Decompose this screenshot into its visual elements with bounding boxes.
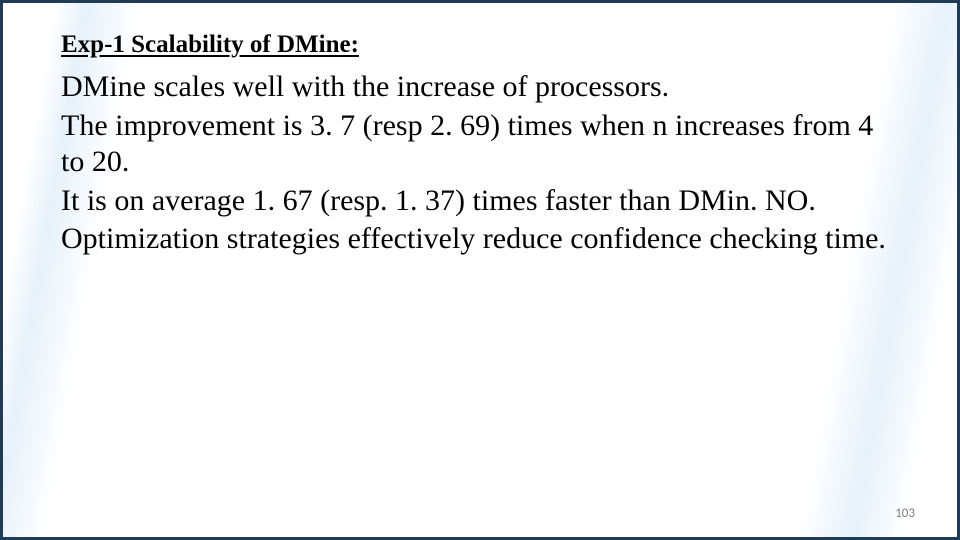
- page-number: 103: [895, 506, 915, 521]
- slide-content: Exp-1 Scalability of DMine: DMine scales…: [61, 31, 897, 260]
- body-paragraph: It is on average 1. 67 (resp. 1. 37) tim…: [61, 183, 897, 220]
- body-paragraph: Optimization strategies effectively redu…: [61, 221, 897, 258]
- body-paragraph: DMine scales well with the increase of p…: [61, 69, 897, 106]
- body-paragraph: The improvement is 3. 7 (resp 2. 69) tim…: [61, 108, 897, 181]
- slide-body: DMine scales well with the increase of p…: [61, 69, 897, 258]
- slide-frame: Exp-1 Scalability of DMine: DMine scales…: [0, 0, 960, 540]
- slide-heading: Exp-1 Scalability of DMine:: [61, 31, 897, 59]
